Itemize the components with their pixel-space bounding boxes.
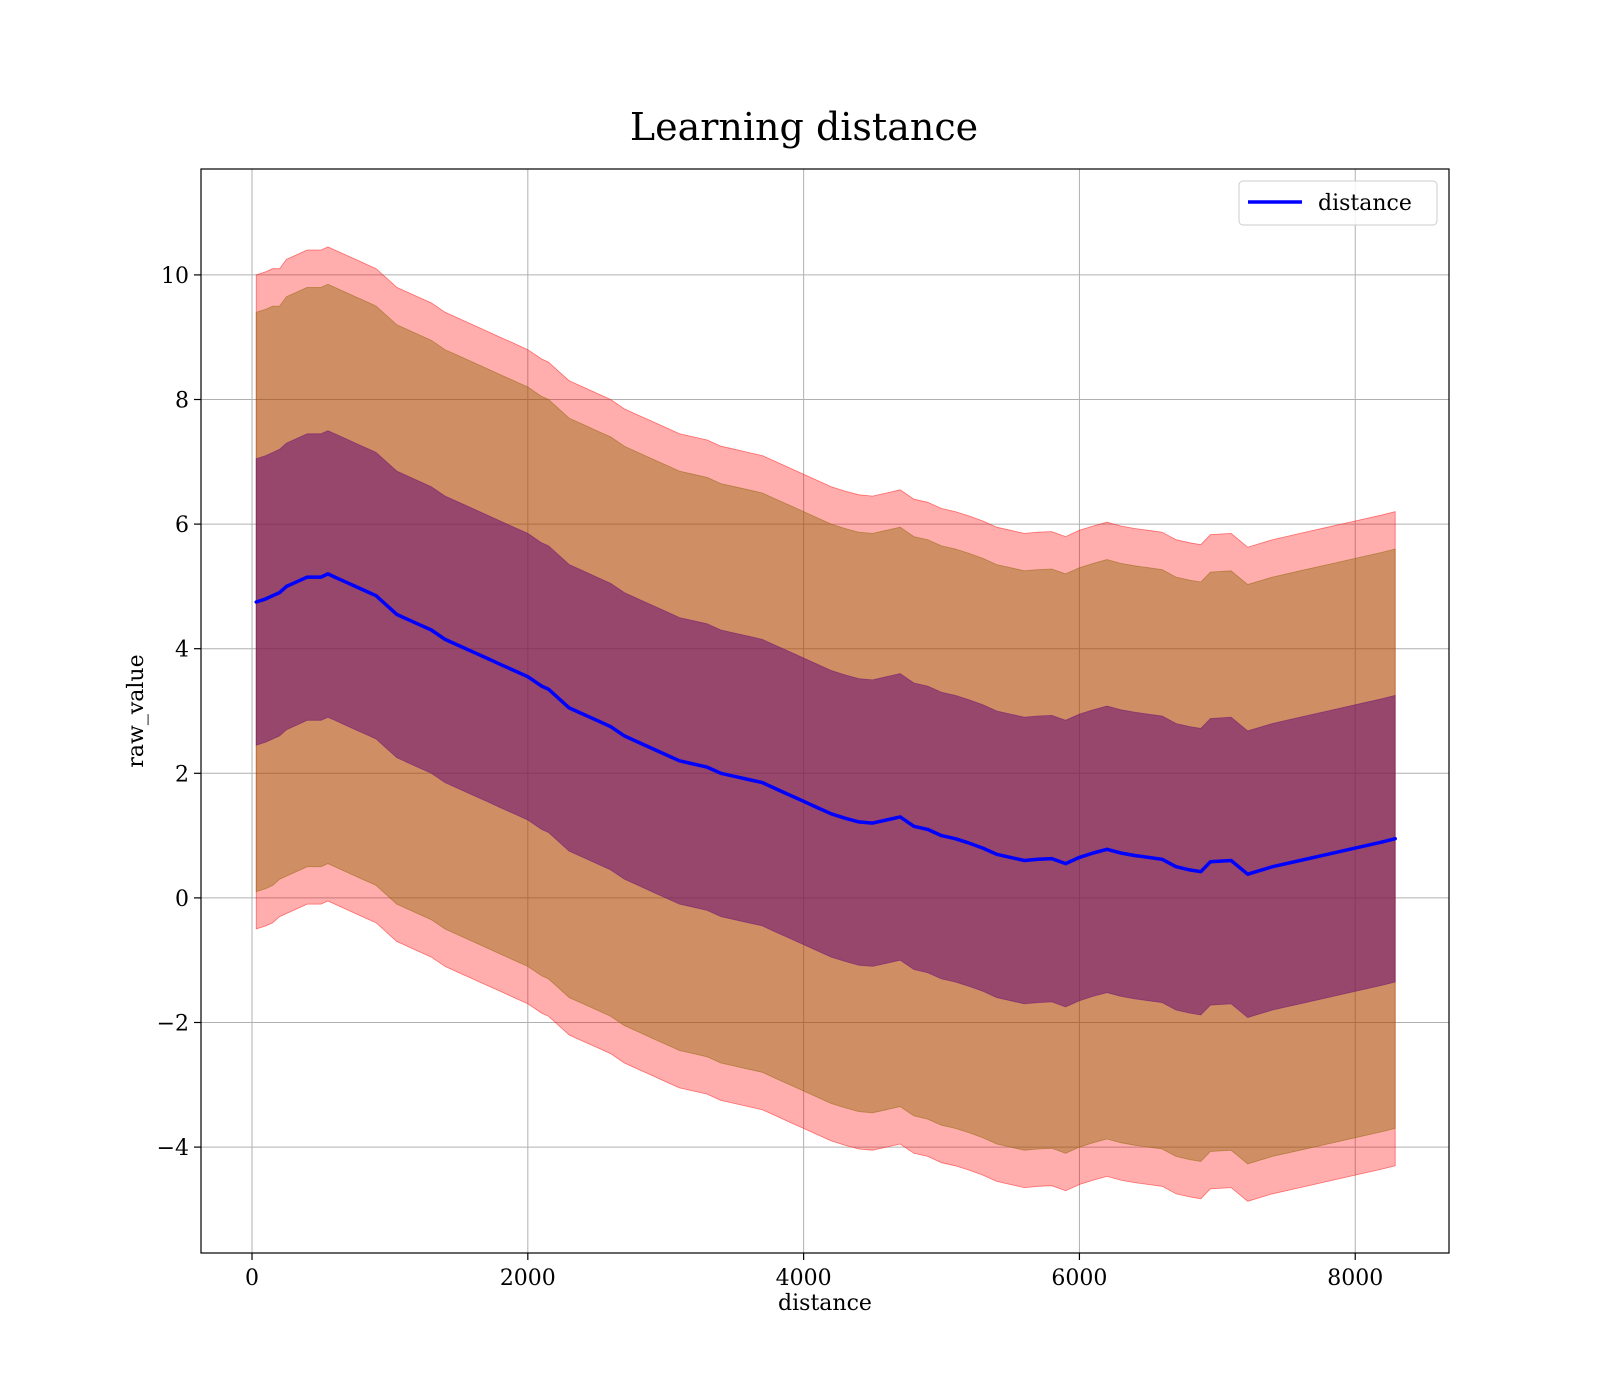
y-axis-label: raw_value [124, 654, 149, 767]
y-tick-label-4: 4 [175, 638, 189, 663]
plot-area [200, 168, 1450, 1254]
x-tick-label-8000: 8000 [1327, 1266, 1383, 1291]
y-tick-label-5: 6 [175, 513, 189, 538]
chart-title: Learning distance [630, 105, 978, 149]
plot-frame [200, 168, 1450, 1254]
band-inner [255, 430, 1396, 1018]
y-tick-label-6: 8 [175, 389, 189, 414]
y-tick-label-3: 2 [175, 762, 189, 787]
series-line-distance [254, 572, 1397, 876]
y-tick-label-7: 10 [161, 264, 189, 289]
y-tick-label-2: 0 [175, 887, 189, 912]
legend-box [1238, 180, 1438, 226]
y-tick-label-0: −4 [157, 1136, 189, 1161]
x-ticks: 0 2000 4000 6000 8000 [245, 1253, 1383, 1291]
y-tick-label-1: −2 [157, 1011, 189, 1036]
y-ticks: −4 −2 0 2 4 6 8 10 [157, 264, 201, 1161]
x-tick-label-6000: 6000 [1051, 1266, 1107, 1291]
lines [254, 572, 1397, 876]
legend: distance [1238, 180, 1438, 226]
x-tick-label-0: 0 [245, 1266, 259, 1291]
legend-label-distance: distance [1318, 191, 1412, 216]
x-tick-label-2000: 2000 [500, 1266, 556, 1291]
x-tick-label-4000: 4000 [776, 1266, 832, 1291]
x-axis-label: distance [778, 1291, 872, 1316]
bands [255, 246, 1396, 1202]
